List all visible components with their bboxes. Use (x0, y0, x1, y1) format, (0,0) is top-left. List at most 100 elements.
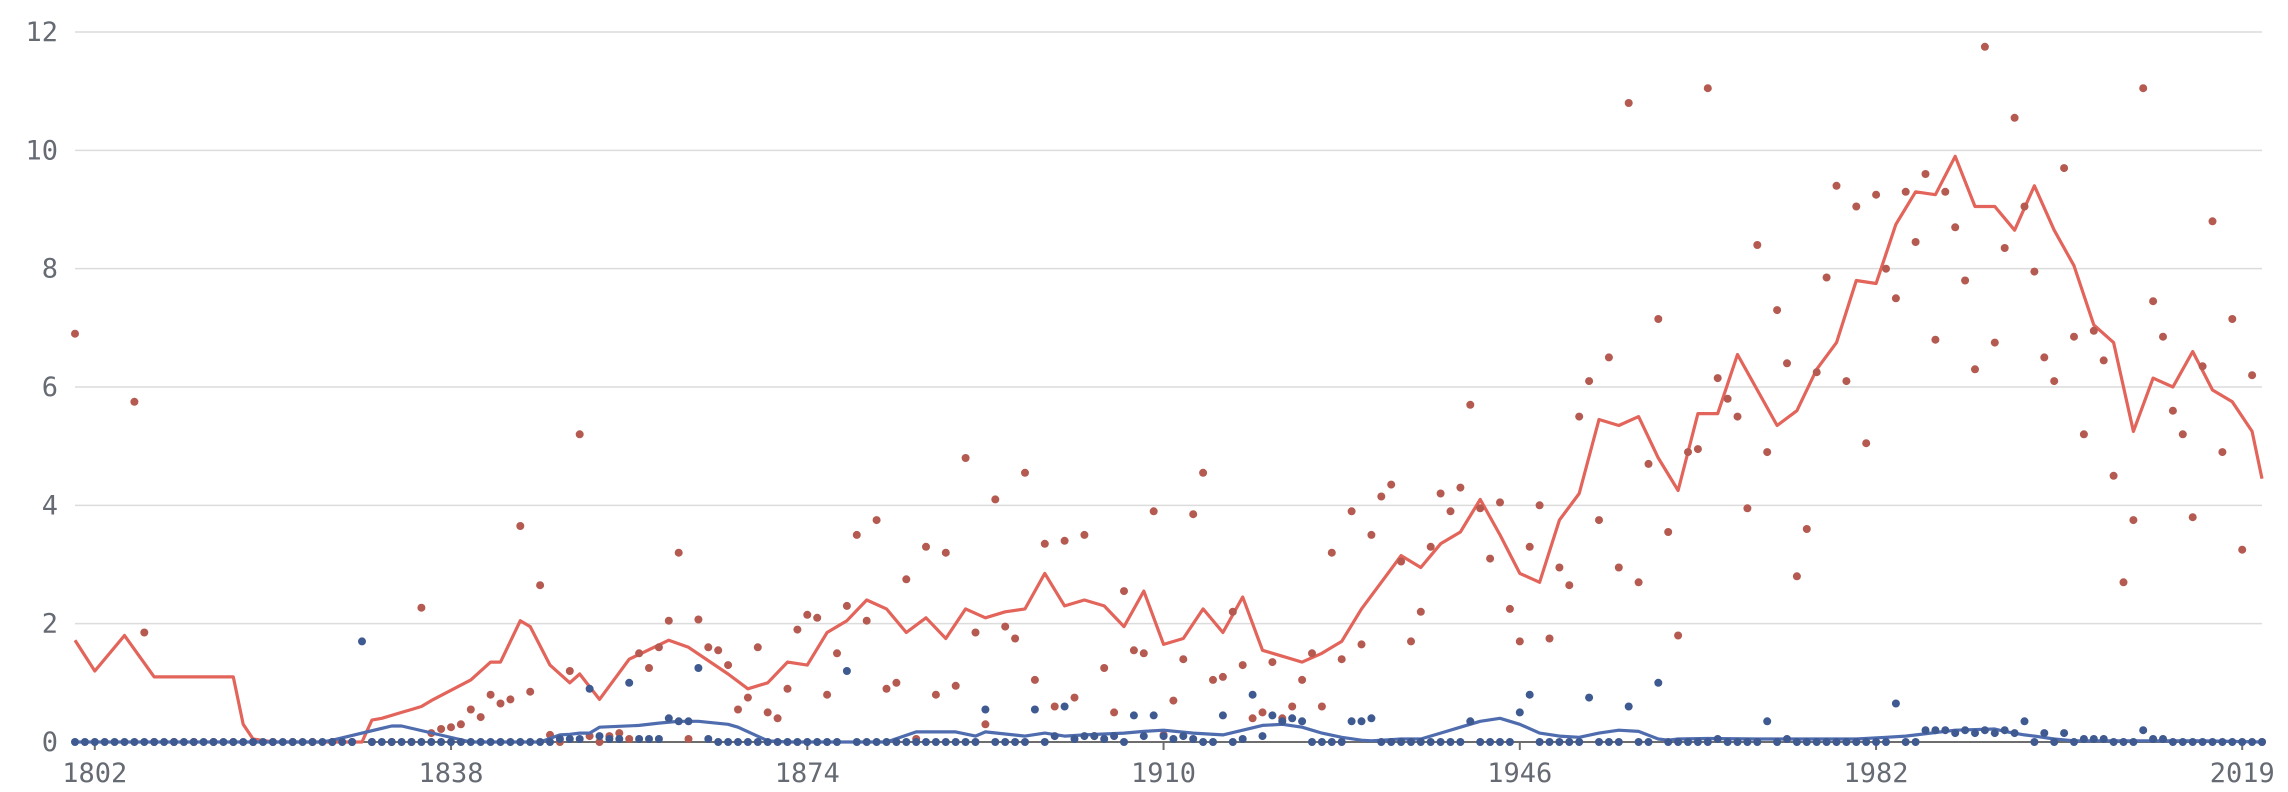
series-1-point (2228, 315, 2237, 323)
series-2-point (1120, 738, 1128, 746)
series-1-point (1792, 572, 1801, 581)
series-2-point (1604, 738, 1613, 746)
series-2-point (1753, 738, 1762, 746)
series-layer (71, 42, 2266, 746)
series-2-point (2020, 717, 2029, 726)
series-1-point (2030, 267, 2039, 276)
series-1-point (1931, 335, 1940, 344)
series-2-point (833, 738, 841, 746)
series-2-point (1218, 711, 1227, 720)
series-2-point (447, 738, 455, 746)
series-2-point (1189, 735, 1198, 743)
series-2-point (1129, 711, 1138, 720)
series-2-point (110, 738, 119, 746)
series-2-point (229, 738, 238, 746)
series-2-point (941, 738, 950, 746)
series-1-point (1763, 448, 1772, 457)
series-1-point (1218, 672, 1227, 681)
series-2-point (1199, 738, 1208, 746)
series-1-point (664, 616, 673, 625)
series-2-point (1030, 705, 1039, 714)
series-2-point (1931, 726, 1940, 735)
series-1-point (1980, 42, 1989, 51)
series-1-point (595, 738, 604, 746)
series-1-point (1466, 400, 1475, 409)
series-2-point (2139, 726, 2148, 735)
series-2-point (1812, 738, 1821, 746)
series-2-point (348, 738, 357, 746)
series-1-point (2139, 84, 2148, 93)
y-tick-label: 4 (42, 490, 58, 521)
series-1-point (1446, 507, 1455, 516)
series-2-point (199, 738, 208, 746)
series-1-point (575, 430, 584, 439)
series-2-point (1773, 738, 1782, 746)
series-2-point (1911, 738, 1920, 746)
series-1-point (1624, 99, 1633, 107)
series-1-point (743, 693, 752, 702)
series-1-point (2208, 217, 2217, 226)
series-2-point (278, 738, 287, 746)
series-2-point (1496, 738, 1504, 746)
series-2-point (862, 738, 871, 746)
series-1-point (684, 735, 693, 743)
series-2-point (575, 735, 584, 743)
series-2-point (1614, 738, 1623, 746)
series-1-point (1525, 542, 1534, 551)
series-1-point (1110, 708, 1119, 717)
series-2-point (427, 738, 436, 746)
series-2-point (823, 738, 832, 746)
series-2-point (1258, 732, 1267, 741)
series-1-point (1545, 634, 1554, 643)
series-2-point (387, 738, 396, 746)
series-1-point (1812, 368, 1821, 377)
series-2-point (1882, 738, 1890, 746)
series-2-point (803, 738, 812, 746)
series-1-point (1753, 241, 1762, 249)
series-2-point (1842, 738, 1851, 746)
series-2-point (377, 738, 386, 746)
series-1-point (466, 705, 475, 714)
series-2-point (1159, 732, 1168, 741)
series-1-point (2119, 578, 2128, 587)
series-1-point (892, 678, 901, 687)
series-2-point (724, 738, 733, 746)
series-1-point (1822, 273, 1831, 282)
series-1-point (2178, 430, 2187, 439)
series-2-point (526, 738, 535, 746)
series-2-point (2109, 738, 2118, 746)
y-tick-label: 2 (42, 609, 58, 640)
series-2-point (1783, 735, 1791, 743)
series-1-point (2238, 545, 2247, 554)
series-2-point (1308, 738, 1316, 746)
series-2-point (981, 705, 990, 714)
series-1-point (1703, 84, 1712, 93)
series-2-point (1456, 738, 1465, 746)
series-1-point (1515, 637, 1524, 646)
series-1-point (1862, 439, 1871, 448)
series-1-point (1258, 708, 1267, 717)
series-2-point (714, 738, 723, 746)
gridlines (75, 31, 2262, 625)
series-2-point (1377, 738, 1386, 746)
series-1-point (833, 649, 841, 658)
series-1-point (1327, 548, 1336, 557)
series-1-point (872, 516, 881, 525)
series-1-point (1733, 412, 1742, 421)
series-2-point (1090, 732, 1099, 741)
series-2-point (1951, 729, 1960, 738)
series-1-point (852, 530, 861, 539)
series-2-point (1426, 738, 1435, 746)
series-1-point (536, 581, 545, 590)
series-2-point (1298, 717, 1307, 726)
series-2-point (536, 738, 545, 746)
series-2-point (1703, 738, 1712, 746)
series-2-point (1238, 735, 1247, 743)
series-1-point (882, 684, 891, 693)
series-2-point (2168, 738, 2177, 746)
series-2-point (2129, 738, 2138, 746)
series-2-point (2208, 738, 2217, 746)
series-1-point (1021, 468, 1029, 477)
series-2-point (1050, 732, 1059, 741)
series-2-point (1723, 738, 1732, 746)
